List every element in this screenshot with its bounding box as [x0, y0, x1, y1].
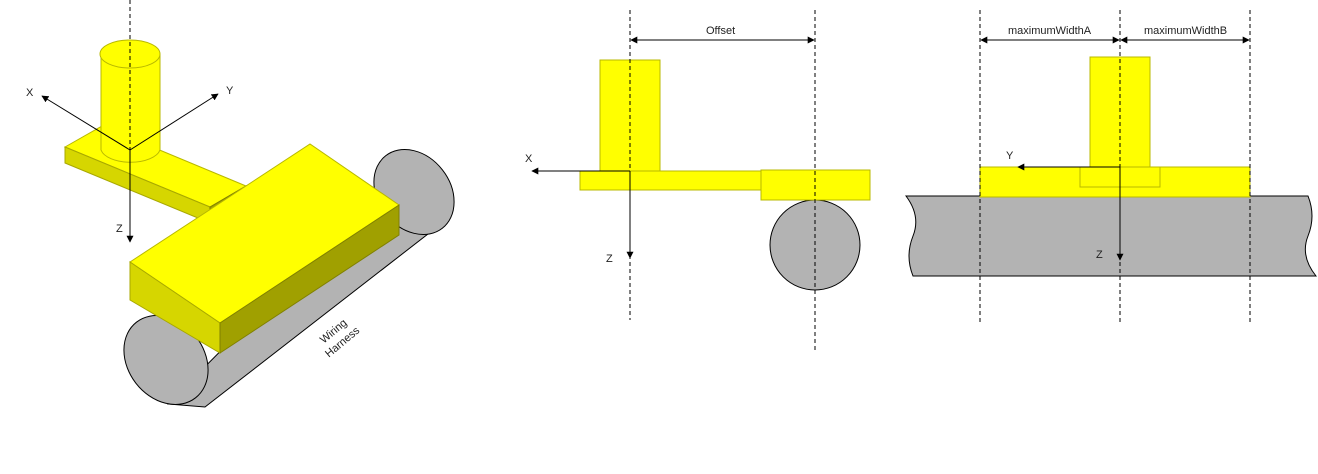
side-axis-x-label: X	[525, 153, 533, 165]
front-width-b-label: maximumWidthB	[1144, 25, 1227, 37]
front-axis-y-label: Y	[1006, 150, 1014, 162]
front-clamp-block	[979, 166, 1251, 198]
iso-clamp-block	[129, 143, 400, 354]
iso-axis-x-label: X	[26, 87, 34, 99]
front-view: maximumWidthA maximumWidthB Y Z	[905, 10, 1318, 322]
iso-harness-label: Wiring Harness	[318, 317, 363, 360]
iso-axis-z-label: Z	[116, 223, 123, 235]
iso-view: X Y Z Wiring Harness	[26, 0, 455, 408]
side-view: Offset X Z	[525, 10, 871, 350]
front-width-a-label: maximumWidthA	[1008, 25, 1092, 37]
iso-axis-y-arrow	[129, 93, 219, 151]
front-harness	[905, 195, 1318, 277]
iso-axis-y-label: Y	[226, 85, 234, 97]
side-offset-label: Offset	[706, 25, 735, 37]
iso-axis-x-arrow	[41, 95, 131, 151]
front-axis-z-label: Z	[1096, 249, 1103, 261]
side-base-plate	[579, 170, 762, 191]
side-axis-z-label: Z	[606, 253, 613, 265]
